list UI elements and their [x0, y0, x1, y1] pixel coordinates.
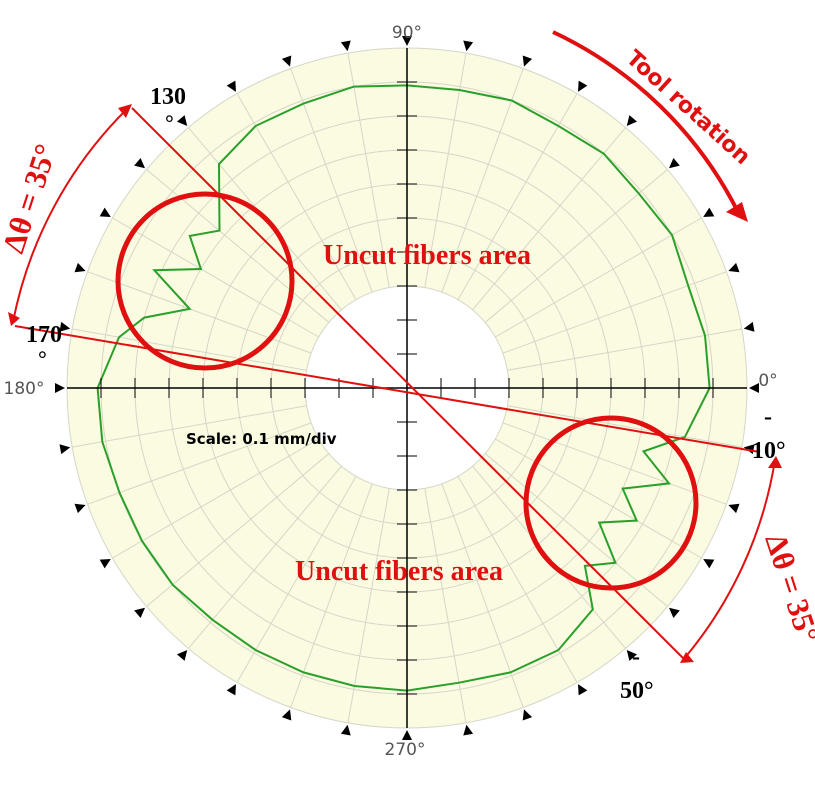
angle-marker-290: [522, 709, 533, 721]
angle-marker-80: [463, 40, 474, 52]
line-170-to-neg10: [14, 325, 761, 453]
label-130: 130: [150, 84, 186, 110]
spoke-40: [484, 169, 668, 323]
angle-marker-50: [626, 115, 638, 127]
angle-marker-310: [626, 649, 638, 661]
label-170: 170: [26, 322, 62, 348]
spoke-330: [495, 438, 702, 559]
angle-marker-20: [728, 262, 740, 273]
spoke-210: [112, 438, 319, 559]
angle-marker-320: [668, 607, 680, 619]
spoke-290: [441, 483, 524, 708]
angle-marker-150: [99, 207, 111, 217]
angle-label-270: 270°: [385, 740, 426, 760]
profile-trace: [96, 84, 711, 692]
spoke-310: [472, 465, 626, 649]
uncut-label-upper: Uncut fibers area: [323, 240, 531, 271]
spoke-140: [146, 169, 330, 323]
profile-trace-group: [96, 84, 711, 692]
line-130-to-neg50: [131, 107, 686, 661]
angle-marker-140: [134, 157, 146, 169]
angle-marker-130: [176, 115, 188, 127]
tool-rotation-arrow: [552, 30, 748, 222]
uncut-region-circle-lower: [523, 415, 699, 591]
label-neg50-value: 50°: [620, 678, 654, 704]
spoke-220: [146, 453, 330, 607]
label-130-degree: °: [165, 110, 174, 135]
label-170-degree: °: [38, 346, 47, 371]
angle-marker-230: [176, 649, 188, 661]
label-neg50-sign: -: [632, 644, 640, 670]
angle-marker-110: [281, 55, 292, 67]
angle-marker-250: [281, 709, 292, 721]
axes: [67, 48, 747, 728]
angle-label-90: 90°: [392, 23, 422, 43]
angle-marker-260: [340, 724, 351, 736]
angle-marker-180: [55, 383, 65, 393]
delta-theta-label-right: Δθ = 35°: [758, 529, 815, 647]
angle-marker-330: [703, 559, 715, 569]
spoke-60: [457, 93, 578, 300]
spoke-120: [236, 93, 357, 300]
angle-marker-90: [402, 36, 412, 46]
delta-theta-arc-right: [680, 456, 782, 663]
spoke-320: [484, 453, 668, 607]
angle-marker-200: [74, 503, 86, 514]
angle-marker-60: [578, 80, 588, 92]
angle-marker-10: [743, 321, 755, 332]
angle-marker-70: [522, 55, 533, 67]
angle-marker-30: [703, 207, 715, 217]
scale-label: Scale: 0.1 mm/div: [186, 430, 337, 448]
spoke-30: [495, 217, 702, 338]
angle-marker-340: [728, 503, 740, 514]
spoke-20: [502, 271, 727, 354]
spoke-110: [290, 68, 373, 293]
spoke-240: [236, 476, 357, 683]
spoke-190: [72, 405, 307, 448]
spoke-280: [424, 488, 467, 723]
angular-gridlines: [67, 48, 747, 728]
angle-label-0: 0°: [758, 371, 777, 391]
spoke-80: [424, 53, 467, 288]
angle-marker-240: [226, 684, 236, 696]
spoke-170: [72, 328, 307, 371]
angle-marker-280: [463, 724, 474, 736]
label-neg10-value: 10°: [752, 438, 786, 464]
delta-theta-label-left: Δθ = 35°: [0, 140, 63, 258]
delta-theta-arc-left: [8, 104, 132, 326]
angle-marker-190: [59, 444, 71, 455]
spoke-50: [472, 127, 626, 311]
spoke-200: [87, 422, 312, 505]
spoke-70: [441, 68, 524, 293]
spoke-340: [502, 422, 727, 505]
spoke-350: [507, 405, 742, 448]
spoke-160: [87, 271, 312, 354]
angle-marker-120: [226, 80, 236, 92]
spoke-100: [347, 53, 390, 288]
spoke-230: [188, 465, 342, 649]
angle-marker-170: [59, 321, 71, 332]
spoke-260: [347, 488, 390, 723]
uncut-label-lower: Uncut fibers area: [295, 556, 503, 587]
angle-marker-220: [134, 607, 146, 619]
angle-marker-40: [668, 157, 680, 169]
spoke-10: [507, 328, 742, 371]
uncut-region-circle-upper: [115, 191, 295, 371]
angle-marker-100: [340, 40, 351, 52]
label-neg10-sign: -: [764, 404, 772, 430]
angle-marker-300: [578, 684, 588, 696]
angle-marker-210: [99, 559, 111, 569]
spoke-250: [290, 483, 373, 708]
spoke-300: [457, 476, 578, 683]
annotation-lines: [14, 107, 761, 661]
angle-label-180: 180°: [4, 379, 45, 399]
angle-marker-270: [402, 730, 412, 740]
angle-marker-0: [749, 383, 759, 393]
angle-marker-160: [74, 262, 86, 273]
